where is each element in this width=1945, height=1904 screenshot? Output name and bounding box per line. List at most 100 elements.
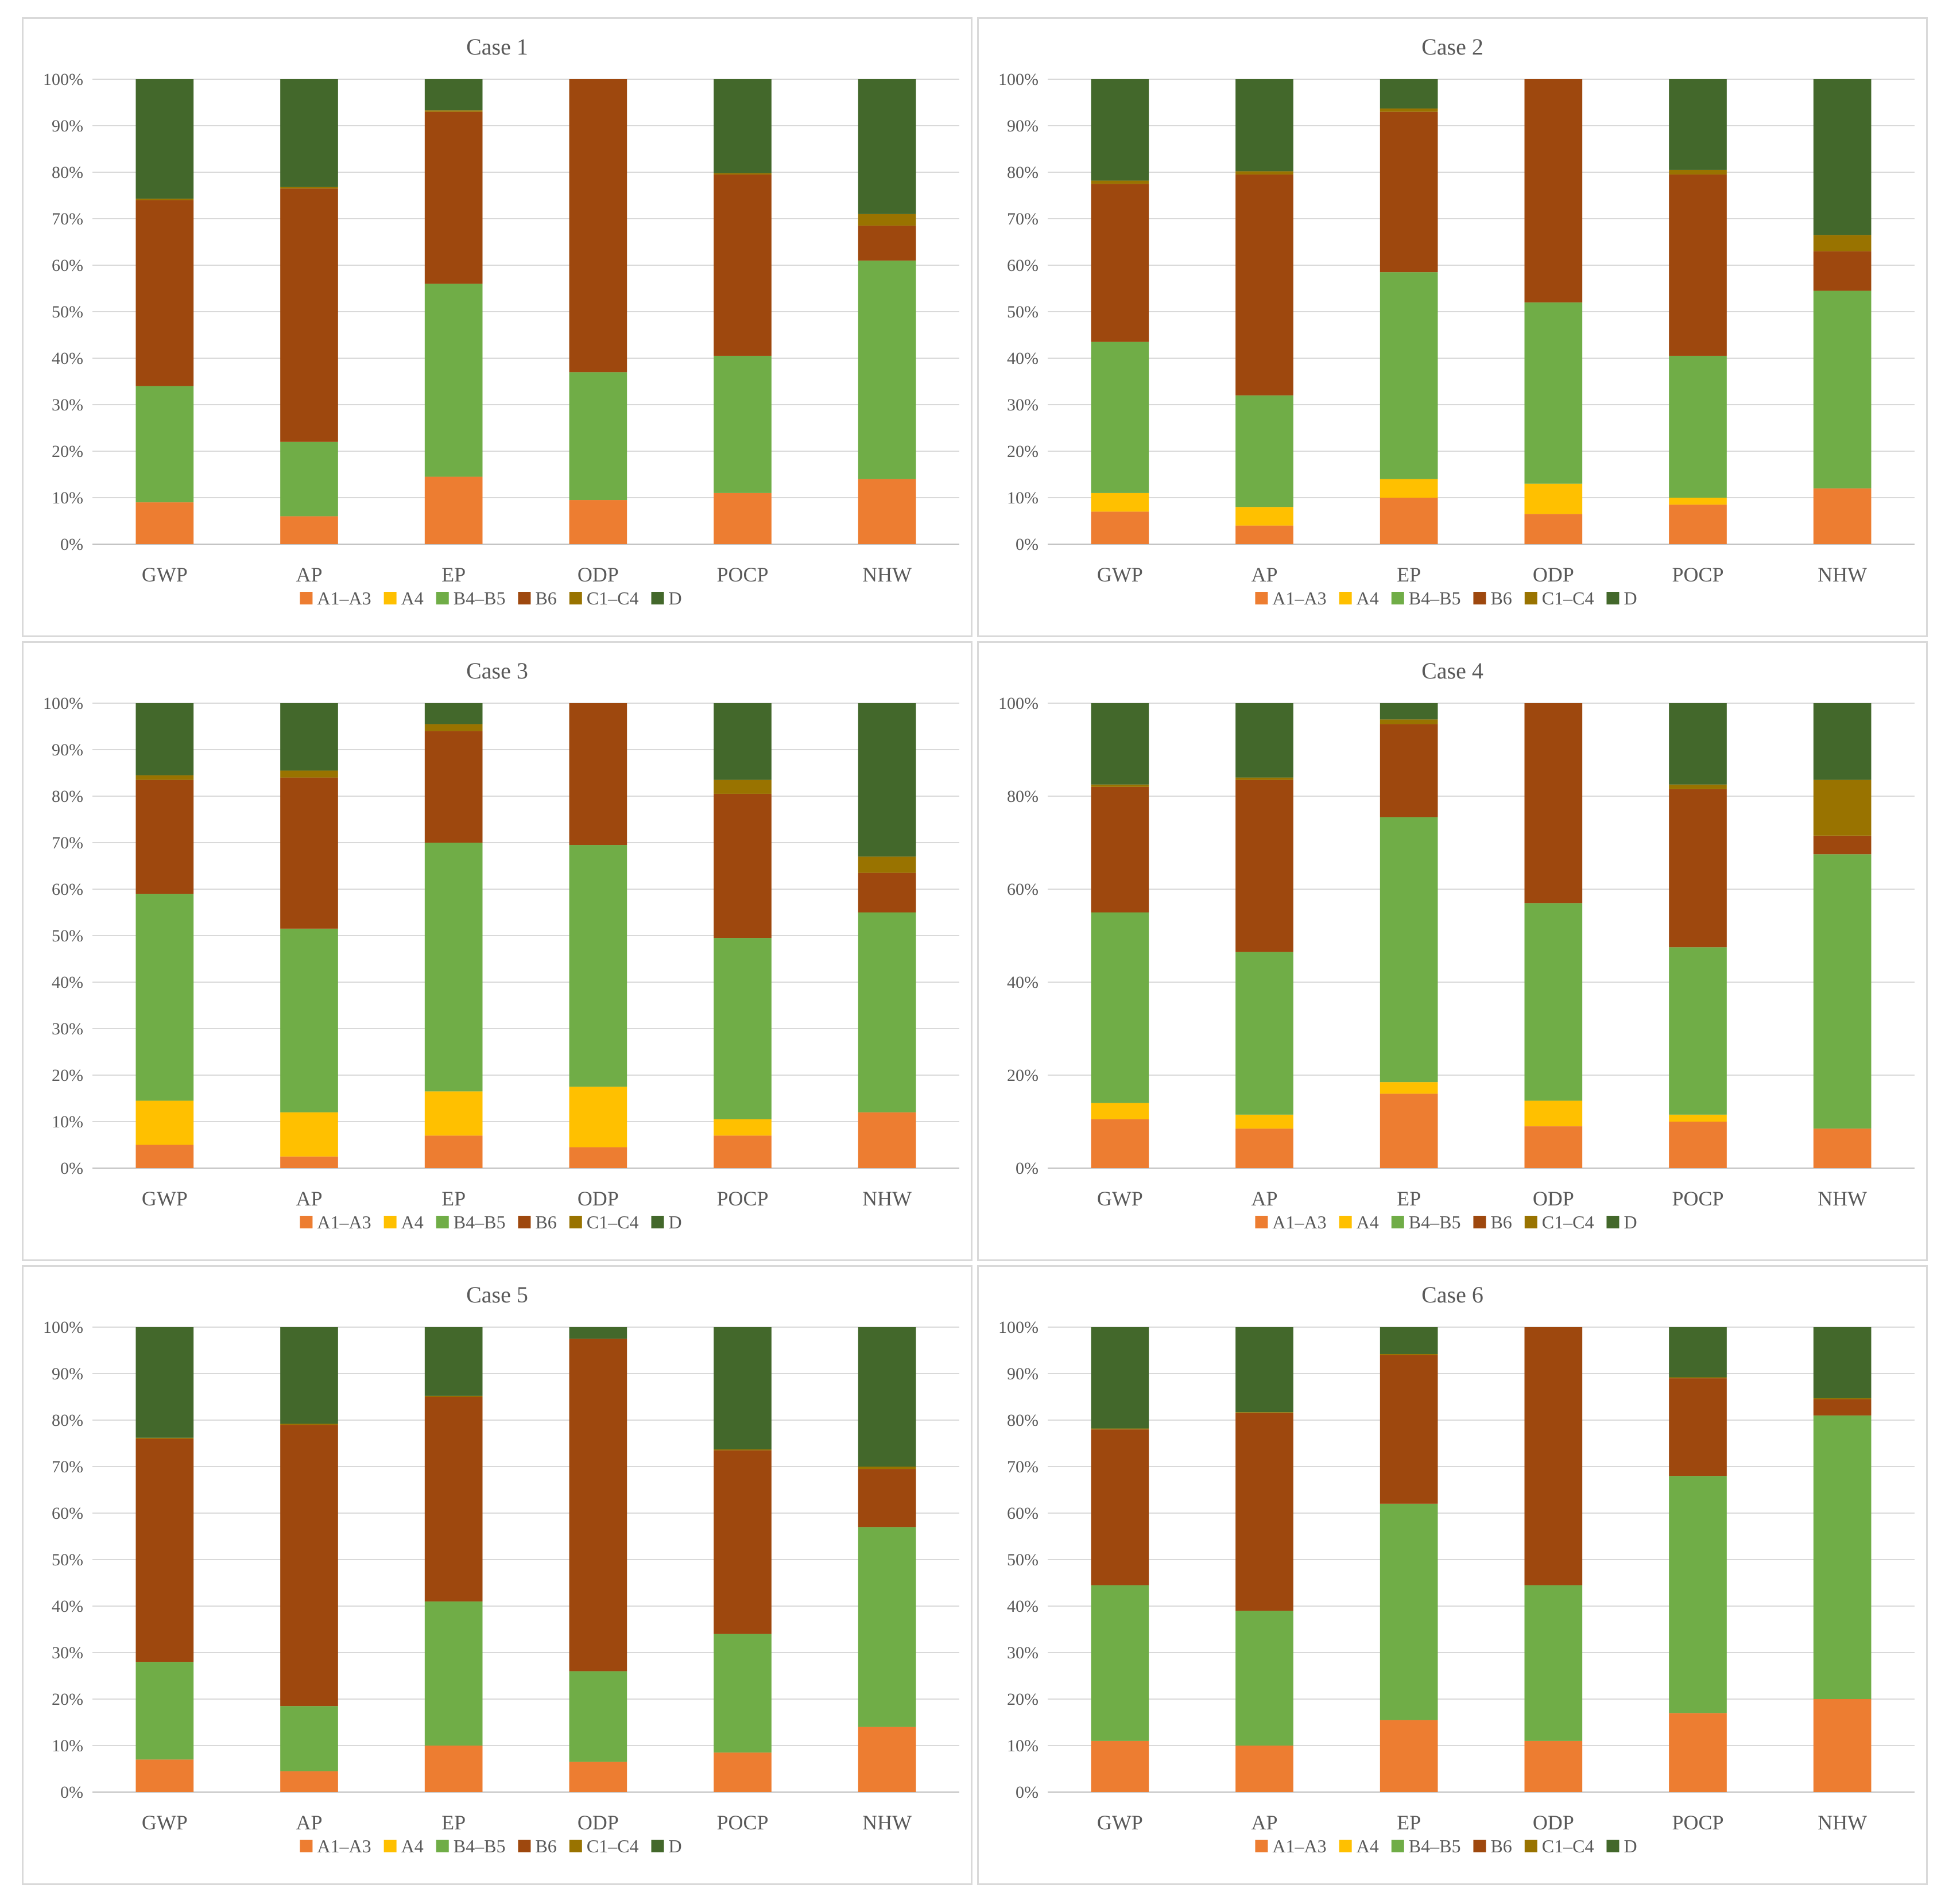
legend-label: A4: [1357, 1212, 1379, 1232]
legend-label: B4–B5: [1409, 1836, 1461, 1856]
bar-segment-ep-a1-a3: [424, 1746, 483, 1792]
bar-segment-ap-d: [280, 79, 338, 187]
legend-label: B6: [535, 1212, 556, 1232]
legend-item-b6: B6: [1473, 588, 1512, 608]
bar-segment-ap-a4: [1235, 1114, 1293, 1129]
legend-swatch: [1473, 592, 1486, 604]
legend-item-d: D: [1606, 1212, 1637, 1232]
bar-segment-gwp-b6: [1091, 786, 1149, 913]
bar-segment-odp-b6: [569, 703, 627, 846]
legend-item-d: D: [1606, 588, 1637, 608]
y-tick-label: 30%: [1007, 395, 1039, 414]
legend-swatch: [569, 592, 582, 604]
legend-swatch: [518, 1840, 531, 1852]
bar-segment-pocp-a1-a3: [714, 1135, 772, 1168]
x-tick-label: POCP: [1672, 563, 1723, 586]
bar-segment-pocp-b6: [714, 174, 772, 356]
bar-segment-pocp-a1-a3: [1669, 1122, 1727, 1168]
y-tick-label: 20%: [52, 442, 83, 461]
chart-title: Case 3: [466, 658, 528, 684]
bar-segment-ap-a1-a3: [1235, 1129, 1293, 1168]
bar-segment-gwp-b4-b5: [135, 894, 194, 1101]
y-tick-label: 0%: [60, 535, 83, 554]
bar-segment-nhw-b4-b5: [858, 1527, 916, 1727]
y-tick-label: 40%: [52, 973, 83, 992]
bar-segment-pocp-b6: [714, 793, 772, 939]
bar-segment-gwp-a1-a3: [135, 1759, 194, 1792]
bar-segment-odp-b6: [569, 79, 627, 373]
bar-segment-pocp-b6: [1669, 789, 1727, 948]
legend-label: B6: [1490, 1212, 1512, 1232]
legend-item-b6: B6: [1473, 1836, 1512, 1856]
y-tick-label: 30%: [1007, 1643, 1039, 1662]
x-tick-label: EP: [441, 1811, 466, 1834]
y-tick-label: 60%: [52, 880, 83, 899]
bar-segment-pocp-b4-b5: [714, 1634, 772, 1753]
bar-segment-ap-b6: [1235, 1413, 1293, 1611]
bar-segment-odp-d: [569, 1327, 627, 1339]
bar-segment-ep-d: [1380, 79, 1438, 109]
x-tick-label: GWP: [142, 563, 188, 586]
y-tick-label: 100%: [998, 70, 1039, 89]
legend-item-d: D: [651, 1836, 682, 1856]
bar-segment-ap-c1-c4: [1235, 1412, 1293, 1413]
bar-segment-nhw-b6: [858, 1469, 916, 1527]
bar-segment-nhw-c1-c4: [1813, 1398, 1872, 1399]
bar-segment-nhw-a1-a3: [1813, 1699, 1872, 1792]
bar-segment-nhw-a1-a3: [858, 479, 916, 544]
legend-swatch: [1339, 592, 1352, 604]
x-tick-label: ODP: [1533, 1811, 1574, 1834]
bar-segment-gwp-c1-c4: [135, 1437, 194, 1439]
bar-segment-gwp-c1-c4: [135, 199, 194, 200]
bar-segment-pocp-a4: [1669, 498, 1727, 505]
legend-item-a1-a3: A1–A3: [300, 588, 371, 608]
x-tick-label: EP: [1397, 1187, 1421, 1210]
legend-item-a4: A4: [1339, 588, 1379, 608]
legend-swatch: [518, 1216, 531, 1228]
legend-item-b4-b5: B4–B5: [436, 588, 505, 608]
legend-item-c1-c4: C1–C4: [569, 1212, 638, 1232]
y-tick-label: 80%: [52, 163, 83, 182]
bar-segment-pocp-a4: [714, 1119, 772, 1136]
legend-swatch: [1473, 1840, 1486, 1852]
bar-segment-ep-b6: [424, 1397, 483, 1601]
bar-segment-pocp-d: [714, 1327, 772, 1450]
bar-segment-gwp-b4-b5: [135, 1662, 194, 1760]
bar-segment-pocp-b4-b5: [1669, 355, 1727, 498]
legend: A1–A3 A4 B4–B5 B6 C1–C4 D: [1255, 588, 1637, 608]
bar-segment-gwp-c1-c4: [1091, 180, 1149, 184]
legend-item-a1-a3: A1–A3: [300, 1212, 371, 1232]
y-tick-label: 100%: [998, 694, 1039, 713]
bar-segment-ap-b6: [1235, 780, 1293, 952]
bar-segment-nhw-d: [1813, 79, 1872, 235]
y-tick-label: 90%: [1007, 117, 1039, 135]
legend-label: A1–A3: [1272, 588, 1326, 608]
legend-item-a1-a3: A1–A3: [1255, 1212, 1327, 1232]
legend-item-a1-a3: A1–A3: [300, 1836, 371, 1856]
legend-label: A4: [1357, 588, 1379, 608]
y-tick-label: 60%: [1007, 880, 1039, 899]
y-tick-label: 70%: [1007, 1457, 1039, 1476]
bar-segment-pocp-b4-b5: [1669, 1476, 1727, 1713]
y-tick-label: 70%: [52, 210, 83, 228]
bar-segment-ap-c1-c4: [280, 187, 338, 189]
legend: A1–A3 A4 B4–B5 B6 C1–C4 D: [300, 1212, 682, 1232]
bar-segment-ep-b4-b5: [424, 1601, 483, 1746]
legend-swatch: [300, 1216, 313, 1228]
bar-segment-ep-a4: [424, 1091, 483, 1136]
x-tick-label: ODP: [578, 1811, 619, 1834]
chart-title: Case 2: [1421, 34, 1483, 60]
y-tick-label: 50%: [1007, 1550, 1039, 1569]
bar-segment-odp-a1-a3: [1524, 514, 1583, 544]
legend-label: A4: [1357, 1836, 1379, 1856]
bar-segment-ep-a1-a3: [1380, 1093, 1438, 1168]
bar-segment-pocp-c1-c4: [714, 173, 772, 175]
legend-item-a4: A4: [383, 1836, 424, 1856]
bar-segment-ep-d: [1380, 703, 1438, 720]
legend-swatch: [383, 592, 397, 604]
bar-segment-odp-b6: [569, 1339, 627, 1672]
bar-segment-ep-b6: [424, 111, 483, 284]
bar-segment-ep-b4-b5: [424, 284, 483, 477]
bar-segment-odp-a4: [1524, 483, 1583, 514]
legend-item-c1-c4: C1–C4: [569, 588, 638, 608]
